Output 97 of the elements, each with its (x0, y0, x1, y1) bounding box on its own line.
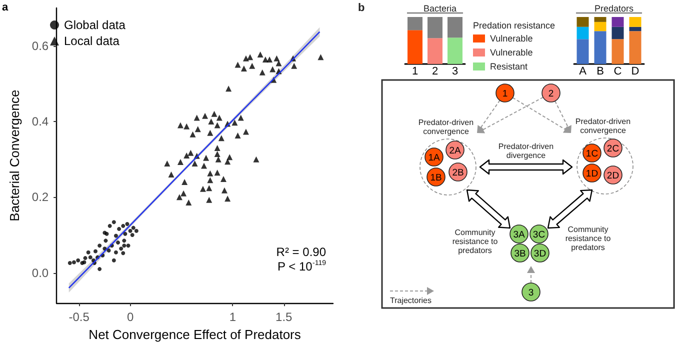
x-tick-label: D (631, 66, 640, 78)
point (131, 226, 136, 230)
category-label: 2B (452, 167, 464, 178)
legend-label: Global data (64, 18, 126, 32)
point (130, 233, 134, 237)
point (76, 258, 80, 262)
point (88, 255, 92, 260)
point (116, 240, 120, 245)
y-tick-label: 0.2 (32, 190, 49, 204)
y-tick-label: 0.0 (32, 266, 49, 280)
category-label: 3 (528, 287, 534, 298)
point (126, 244, 130, 248)
bar (428, 38, 442, 64)
y-tick-label: 0.6 (32, 38, 49, 53)
bar (428, 17, 442, 38)
text: Predator-driven divergence (497, 142, 555, 160)
category-label: 2A (449, 145, 462, 156)
point (68, 261, 72, 265)
point (117, 226, 122, 231)
point (108, 224, 112, 228)
chart-title: Predators (594, 4, 634, 14)
bar (448, 38, 462, 64)
category-label: 3A (513, 229, 526, 240)
point (122, 238, 126, 243)
bar (629, 17, 642, 27)
text: Predator-driven convergence (574, 117, 632, 135)
point (121, 251, 126, 256)
x-tick-label: 1 (229, 310, 236, 324)
legend-label: Vulnerable (490, 48, 533, 58)
category-label: 1 (502, 88, 508, 100)
bar (629, 31, 642, 64)
category-label: 1C (586, 148, 598, 160)
bar (629, 26, 642, 32)
x-tick-label: -0.5 (68, 310, 90, 324)
point (112, 220, 116, 224)
category-label: 3C (532, 229, 546, 240)
point (134, 228, 138, 233)
point (104, 238, 108, 243)
x-tick-label: 3 (452, 66, 458, 78)
point (106, 248, 111, 253)
annotation: R² = 0.90 (276, 245, 326, 259)
point (83, 256, 88, 260)
point (128, 228, 132, 233)
point (98, 244, 102, 248)
legend-label: Vulnerable (490, 34, 533, 44)
category-label: 3B (514, 248, 526, 260)
point (93, 249, 98, 254)
category-label: 2C (606, 143, 620, 154)
point (72, 260, 76, 264)
category-label: 2 (548, 88, 554, 100)
x-tick-label: 0 (126, 310, 134, 324)
legend-label: Resistant (490, 62, 528, 72)
point (119, 246, 124, 251)
point (86, 250, 90, 254)
bar (448, 17, 462, 38)
point (125, 222, 130, 226)
point (112, 258, 116, 262)
text: b (358, 2, 366, 14)
text: a (2, 2, 9, 14)
bar (612, 39, 624, 64)
text: Community resistance to predators (451, 228, 499, 255)
text: Community resistance to predators (564, 225, 612, 252)
category-label: 1D (586, 168, 598, 180)
text: Trajectories (390, 296, 432, 305)
bar (576, 17, 589, 27)
category-label: 1A (428, 152, 440, 164)
bar (576, 26, 589, 40)
point (114, 250, 118, 254)
point (121, 224, 126, 228)
chart-title: Bacteria (423, 4, 457, 14)
legend-label: Local data (64, 34, 120, 48)
x-tick-label: 1 (412, 66, 418, 78)
x-tick-label: A (579, 66, 588, 78)
x-axis-title: Net Convergence Effect of Predators (88, 327, 302, 342)
y-axis-title: Bacterial Convergence (7, 90, 22, 222)
bar (594, 17, 606, 22)
x-tick-label: 1.5 (276, 310, 293, 324)
category-label: 1B (430, 172, 442, 184)
point (122, 244, 126, 248)
x-tick-label: C (614, 66, 622, 78)
bar (408, 30, 422, 64)
bar (612, 26, 624, 40)
x-tick-label: 2 (432, 66, 438, 78)
point (98, 267, 102, 272)
x-tick-label: B (596, 66, 604, 78)
bar (408, 17, 422, 30)
bar (612, 17, 624, 27)
point (123, 232, 128, 236)
point (114, 234, 118, 238)
text: Predator-driven convergence (417, 118, 475, 136)
bar (576, 39, 589, 64)
category-label: 2D (606, 170, 620, 182)
category-label: 3D (534, 248, 546, 260)
bar (594, 22, 606, 32)
bar (594, 31, 606, 64)
y-tick-label: 0.4 (32, 114, 49, 128)
legend-title: Predation resistance (473, 20, 556, 30)
